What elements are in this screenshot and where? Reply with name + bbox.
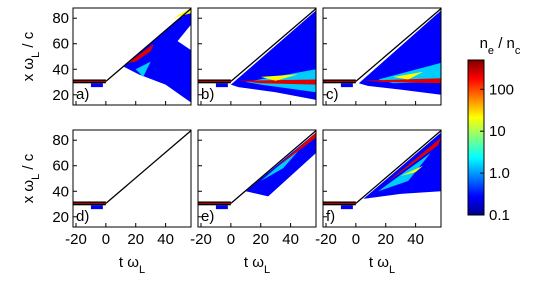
y-tick-label: 20 [52,87,69,104]
colorbar-tick-label: 10 [489,123,506,140]
colorbar-label-part: n [480,35,488,52]
y-axis-label-part: / c [20,153,37,174]
panel-content [73,130,191,227]
x-tick-label: 40 [407,231,424,248]
panel-frame [322,7,442,106]
density-band [215,83,228,88]
colorbar-tick-label: 100 [489,81,514,98]
laser-path [230,8,316,82]
panel-label: c) [326,86,339,103]
y-tick-label: 40 [52,61,69,78]
plasma-region [123,8,191,103]
y-axis-label-part: x ω [20,58,37,82]
x-tick-label: 0 [352,231,360,248]
panel-label: d) [76,208,89,225]
panel-label: f) [326,208,335,225]
x-axis-label: t ωL [244,254,270,276]
x-axis-label-part: L [264,264,270,276]
panel-label: a) [76,86,89,103]
panel-content [323,130,441,227]
y-axis-label: x ωL / c [20,31,42,81]
panel-bg [198,130,316,227]
y-tick-label: 40 [52,183,69,200]
x-axis-label-part: t ω [369,254,389,271]
y-axis-label-part: / c [20,31,37,52]
x-tick-label: 40 [157,231,174,248]
colorbar-label-part: c [515,45,521,57]
plasma-region [378,152,431,192]
y-tick-label: 80 [52,10,69,27]
x-axis-label-part: L [139,264,145,276]
colorbar-tick-label: 1.0 [489,165,510,182]
colorbar [467,59,485,216]
x-axis-label: t ωL [119,254,145,276]
colorbar-label-part: / n [494,35,515,52]
plasma-region [393,71,424,80]
panel-frame [72,129,192,228]
plasma-region [238,79,316,85]
y-axis-label-part: L [30,52,42,58]
panel-content [198,8,316,105]
laser-path [355,8,441,82]
colorbar-tick-label: 0.1 [489,207,510,224]
x-tick-label: 0 [227,231,235,248]
density-band [90,205,103,210]
y-tick-label: 60 [52,158,69,175]
density-band [90,83,103,88]
panel-label: b) [201,86,214,103]
y-axis-label-part: L [30,174,42,180]
panel-content [323,8,441,105]
y-tick-label: 60 [52,36,69,53]
density-band [215,205,228,210]
y-axis-label-part: x ω [20,180,37,204]
panel-content [73,8,191,105]
x-tick-label: 20 [127,231,144,248]
x-tick-label: 20 [377,231,394,248]
panel-frame [322,129,442,228]
density-band [340,83,353,88]
panel-content [198,130,316,227]
x-tick-label: 0 [102,231,110,248]
x-axis-label: t ωL [369,254,395,276]
x-axis-label-part: t ω [119,254,139,271]
y-axis-label: x ωL / c [20,153,42,203]
plasma-region [128,43,154,63]
y-tick-label: 80 [52,132,69,149]
x-tick-label: -20 [65,231,87,248]
laser-path [105,8,191,82]
plasma-region [363,132,441,199]
density-band [340,205,353,210]
x-tick-label: 20 [252,231,269,248]
plasma-region [385,137,441,184]
laser-path [355,130,441,204]
colorbar-label-part: e [488,45,494,57]
x-tick-label: -20 [190,231,212,248]
panel-bg [73,130,191,227]
panel-frame [72,7,192,106]
plasma-region [275,132,316,169]
x-axis-label-part: t ω [244,254,264,271]
laser-path [230,130,316,204]
plasma-region [260,74,299,81]
x-tick-label: -20 [315,231,337,248]
colorbar-label: ne / nc [480,35,521,57]
y-tick-label: 20 [52,209,69,226]
plasma-region [363,78,441,84]
x-tick-label: 40 [282,231,299,248]
panel-frame [197,7,317,106]
x-axis-label-part: L [389,264,395,276]
laser-path [105,130,191,204]
plasma-region [400,165,424,176]
plasma-region [378,62,441,84]
panel-label: e) [201,208,214,225]
plasma-region [173,8,191,19]
panel-frame [197,129,317,228]
plasma-region [135,61,151,77]
